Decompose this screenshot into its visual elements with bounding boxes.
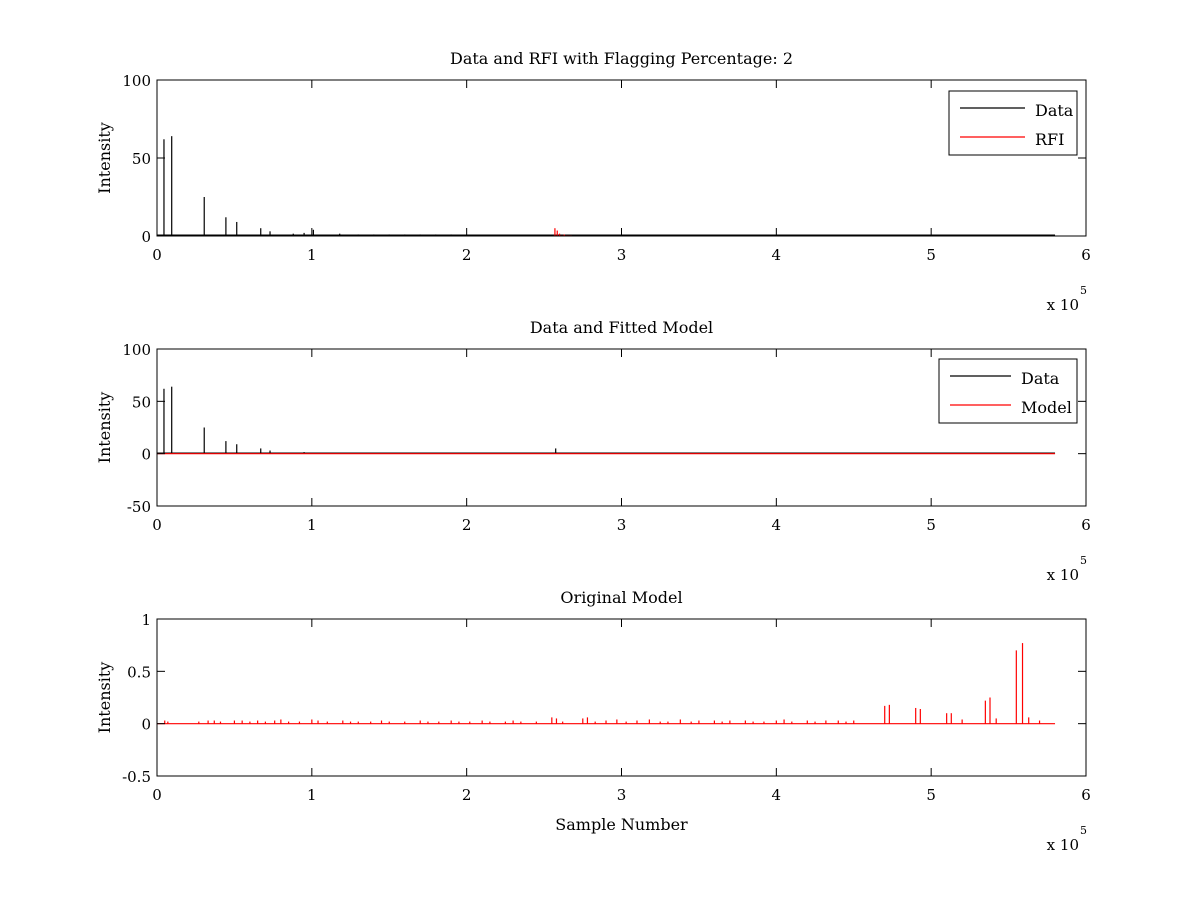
y-axis-label: Intensity bbox=[95, 392, 114, 464]
y-tick-label: 100 bbox=[122, 72, 151, 90]
x-tick-label: 3 bbox=[617, 516, 627, 534]
x-axis-label: Sample Number bbox=[555, 815, 688, 834]
x-tick-label: 5 bbox=[926, 246, 936, 264]
y-tick-label: 0 bbox=[141, 716, 151, 734]
x-tick-label: 2 bbox=[462, 246, 472, 264]
x-tick-label: 2 bbox=[462, 516, 472, 534]
legend-entry: Model bbox=[1021, 398, 1072, 417]
y-tick-label: -50 bbox=[127, 498, 151, 516]
x-tick-label: 4 bbox=[772, 786, 782, 804]
y-tick-label: 100 bbox=[122, 341, 151, 359]
x-axis-multiplier-exponent: 5 bbox=[1080, 284, 1087, 297]
chart-title: Original Model bbox=[560, 588, 682, 607]
y-tick-label: 50 bbox=[132, 150, 151, 168]
x-tick-label: 1 bbox=[307, 516, 317, 534]
y-tick-label: 0 bbox=[141, 446, 151, 464]
y-tick-label: -0.5 bbox=[122, 768, 151, 786]
y-tick-label: 0 bbox=[141, 228, 151, 246]
y-axis-label: Intensity bbox=[95, 662, 114, 734]
legend: Data RFI bbox=[948, 90, 1078, 156]
y-tick-label: 0.5 bbox=[127, 663, 151, 681]
chart-title: Data and RFI with Flagging Percentage: 2 bbox=[450, 49, 793, 68]
x-tick-label: 3 bbox=[617, 786, 627, 804]
y-tick-label: 1 bbox=[141, 611, 151, 629]
chart-panel-data-rfi: 0 1 2 3 4 5 6 0 50 100 Data and RFI with Flagging … bbox=[95, 49, 1091, 314]
x-tick-label: 0 bbox=[152, 786, 162, 804]
legend: Data Model bbox=[938, 358, 1078, 424]
x-axis-multiplier: x 10 bbox=[1047, 296, 1079, 314]
legend-entry: Data bbox=[1021, 369, 1060, 388]
x-tick-label: 2 bbox=[462, 786, 472, 804]
y-axis-label: Intensity bbox=[95, 122, 114, 194]
legend-entry: RFI bbox=[1035, 130, 1064, 149]
x-tick-label: 5 bbox=[926, 516, 936, 534]
x-tick-label: 3 bbox=[617, 246, 627, 264]
x-tick-label: 5 bbox=[926, 786, 936, 804]
x-axis-multiplier: x 10 bbox=[1047, 836, 1079, 854]
x-tick-label: 6 bbox=[1081, 246, 1091, 264]
x-axis-multiplier: x 10 bbox=[1047, 566, 1079, 584]
x-tick-label: 1 bbox=[307, 786, 317, 804]
x-tick-label: 4 bbox=[772, 246, 782, 264]
legend-entry: Data bbox=[1035, 101, 1074, 120]
chart-title: Data and Fitted Model bbox=[530, 318, 713, 337]
x-tick-label: 0 bbox=[152, 516, 162, 534]
legend-box bbox=[948, 90, 1078, 156]
x-tick-label: 6 bbox=[1081, 516, 1091, 534]
x-tick-label: 0 bbox=[152, 246, 162, 264]
legend-box bbox=[938, 358, 1078, 424]
x-tick-label: 1 bbox=[307, 246, 317, 264]
x-tick-label: 6 bbox=[1081, 786, 1091, 804]
x-tick-label: 4 bbox=[772, 516, 782, 534]
y-tick-label: 50 bbox=[132, 393, 151, 411]
x-axis-multiplier-exponent: 5 bbox=[1080, 824, 1087, 837]
series-model bbox=[157, 643, 1056, 725]
x-axis-multiplier-exponent: 5 bbox=[1080, 554, 1087, 567]
